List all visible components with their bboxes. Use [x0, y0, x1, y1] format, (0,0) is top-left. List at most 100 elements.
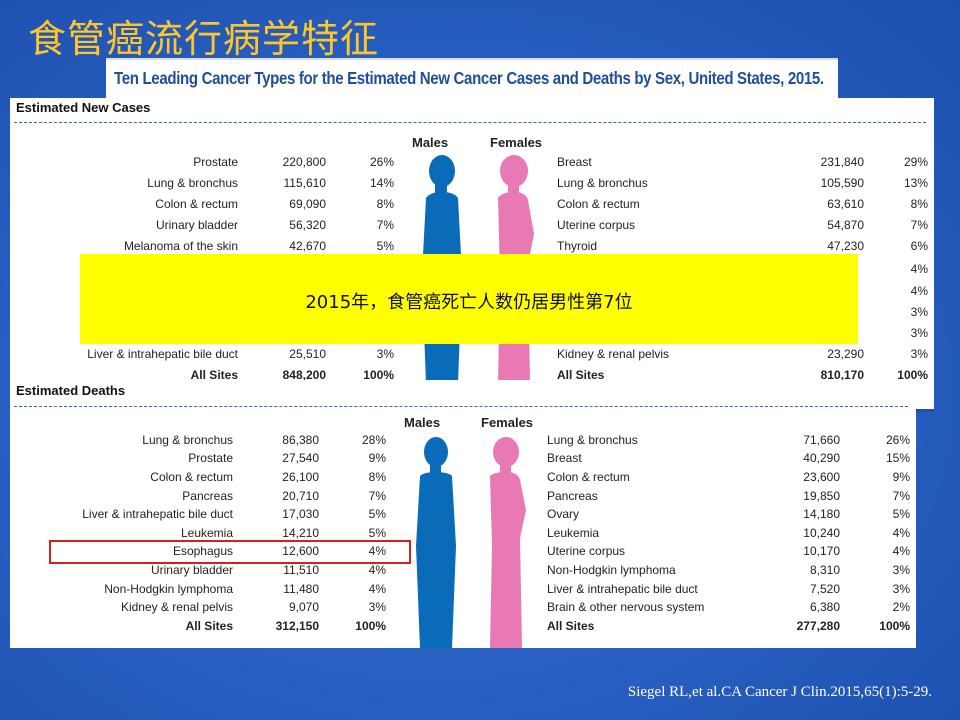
- male-count: 11,510: [283, 563, 319, 577]
- male-count: 9,070: [288, 600, 319, 614]
- male-site: Liver & intrahepatic bile duct: [82, 507, 233, 521]
- male-count: 11,480: [283, 582, 319, 596]
- male-pct: 28%: [361, 433, 386, 447]
- male-pct: 4%: [368, 563, 386, 577]
- female-count: 10,240: [803, 526, 840, 540]
- female-site: Lung & bronchus: [547, 433, 638, 447]
- male-site: Urinary bladder: [155, 218, 238, 232]
- male-site: Urinary bladder: [150, 563, 233, 577]
- male-pct: 3%: [376, 347, 394, 361]
- male-pct: 8%: [368, 470, 386, 484]
- female-count: 47,230: [827, 239, 864, 253]
- male-total-label: All Sites: [185, 619, 233, 633]
- callout-text: 2015年，食管癌死亡人数仍居男性第7位: [305, 292, 633, 313]
- male-count: 86,380: [282, 433, 319, 447]
- female-pct: 9%: [892, 470, 910, 484]
- female-pct: 26%: [885, 433, 910, 447]
- male-pct: 9%: [368, 451, 386, 465]
- male-total-count: 312,150: [275, 619, 319, 633]
- female-count: 7,520: [809, 582, 840, 596]
- female-site: Kidney & renal pelvis: [557, 347, 670, 361]
- male-site-esophagus: Esophagus: [172, 544, 233, 558]
- female-pct: 3%: [892, 563, 910, 577]
- female-site: Breast: [547, 451, 582, 465]
- males-header: Males: [404, 415, 441, 430]
- male-total-pct: 100%: [355, 619, 386, 633]
- male-count: 14,210: [282, 526, 319, 540]
- female-site: Lung & bronchus: [557, 176, 648, 190]
- female-pct: 2%: [892, 600, 910, 614]
- male-count: 220,800: [282, 155, 326, 169]
- female-pct: 4%: [910, 284, 928, 298]
- female-pct: 8%: [910, 197, 928, 211]
- male-site: Lung & bronchus: [142, 433, 233, 447]
- deaths-section-title: Estimated Deaths: [16, 383, 126, 398]
- female-pct: 5%: [892, 507, 910, 521]
- female-site: Pancreas: [547, 489, 598, 503]
- male-pct: 3%: [368, 600, 386, 614]
- male-pct: 26%: [369, 155, 394, 169]
- female-count: 10,170: [803, 544, 840, 558]
- male-count: 56,320: [289, 218, 326, 232]
- female-pct: 29%: [903, 155, 928, 169]
- female-count: 8,310: [809, 563, 840, 577]
- female-total-count: 277,280: [796, 619, 840, 633]
- callout-box: 2015年，食管癌死亡人数仍居男性第7位: [80, 254, 858, 344]
- male-site: Pancreas: [182, 489, 233, 503]
- female-site: Thyroid: [557, 239, 598, 253]
- male-count: 20,710: [282, 489, 319, 503]
- chart-title-box: Ten Leading Cancer Types for the Estimat…: [106, 58, 838, 98]
- male-site: Prostate: [193, 155, 238, 169]
- female-site: Uterine corpus: [557, 218, 636, 232]
- male-pct: 5%: [368, 507, 386, 521]
- male-site: Prostate: [188, 451, 233, 465]
- male-count: 26,100: [282, 470, 319, 484]
- male-pct-esophagus: 4%: [368, 544, 386, 558]
- female-pct: 3%: [892, 582, 910, 596]
- female-pct: 7%: [892, 489, 910, 503]
- female-site: Leukemia: [547, 526, 600, 540]
- male-pct: 14%: [369, 176, 394, 190]
- citation: Siegel RL,et al.CA Cancer J Clin.2015,65…: [627, 684, 932, 700]
- female-count: 105,590: [820, 176, 864, 190]
- dashed-divider: [14, 122, 926, 123]
- female-site: Uterine corpus: [547, 544, 626, 558]
- esophagus-highlight-box: [49, 540, 411, 564]
- female-total-label: All Sites: [547, 619, 595, 633]
- female-count: 6,380: [809, 600, 840, 614]
- male-pct: 5%: [376, 239, 394, 253]
- female-pct: 15%: [885, 451, 910, 465]
- female-count: 54,870: [827, 218, 864, 232]
- female-pct: 4%: [910, 262, 928, 276]
- female-silhouette: [490, 437, 526, 648]
- chart-title: Ten Leading Cancer Types for the Estimat…: [114, 68, 824, 88]
- female-site: Non-Hodgkin lymphoma: [547, 563, 676, 577]
- new-cases-section-title: Estimated New Cases: [16, 100, 151, 115]
- females-header: Females: [490, 135, 543, 150]
- female-site: Colon & rectum: [547, 470, 630, 484]
- male-total-count: 848,200: [282, 368, 326, 382]
- male-site: Liver & intrahepatic bile duct: [87, 347, 238, 361]
- male-site: Lung & bronchus: [147, 176, 238, 190]
- female-site: Brain & other nervous system: [547, 600, 705, 614]
- female-site: Colon & rectum: [557, 197, 640, 211]
- male-site: Leukemia: [180, 526, 233, 540]
- female-pct: 6%: [910, 239, 928, 253]
- male-count: 27,540: [282, 451, 319, 465]
- dashed-divider: [14, 406, 908, 407]
- male-pct: 8%: [376, 197, 394, 211]
- female-pct: 4%: [892, 544, 910, 558]
- female-site: Ovary: [547, 507, 580, 521]
- male-total-label: All Sites: [190, 368, 238, 382]
- female-count: 23,600: [803, 470, 840, 484]
- slide-title: 食管癌流行病学特征: [28, 17, 380, 61]
- male-silhouette: [416, 437, 456, 648]
- male-count: 115,610: [283, 176, 327, 190]
- male-site: Kidney & renal pelvis: [120, 600, 233, 614]
- male-count: 42,670: [289, 239, 326, 253]
- male-pct: 5%: [368, 526, 386, 540]
- female-count: 71,660: [803, 433, 840, 447]
- male-site: Melanoma of the skin: [123, 239, 238, 253]
- male-site: Non-Hodgkin lymphoma: [104, 582, 233, 596]
- male-site: Colon & rectum: [150, 470, 233, 484]
